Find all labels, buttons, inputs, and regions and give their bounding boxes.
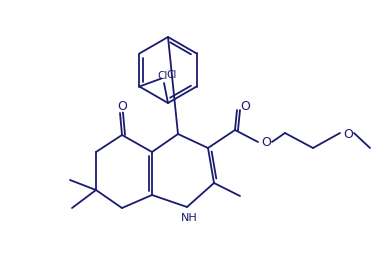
Text: O: O [261, 136, 271, 149]
Text: NH: NH [181, 213, 197, 223]
Text: O: O [117, 99, 127, 113]
Text: Cl: Cl [158, 71, 168, 81]
Text: O: O [343, 127, 353, 140]
Text: Cl: Cl [166, 70, 177, 81]
Text: O: O [240, 101, 250, 114]
